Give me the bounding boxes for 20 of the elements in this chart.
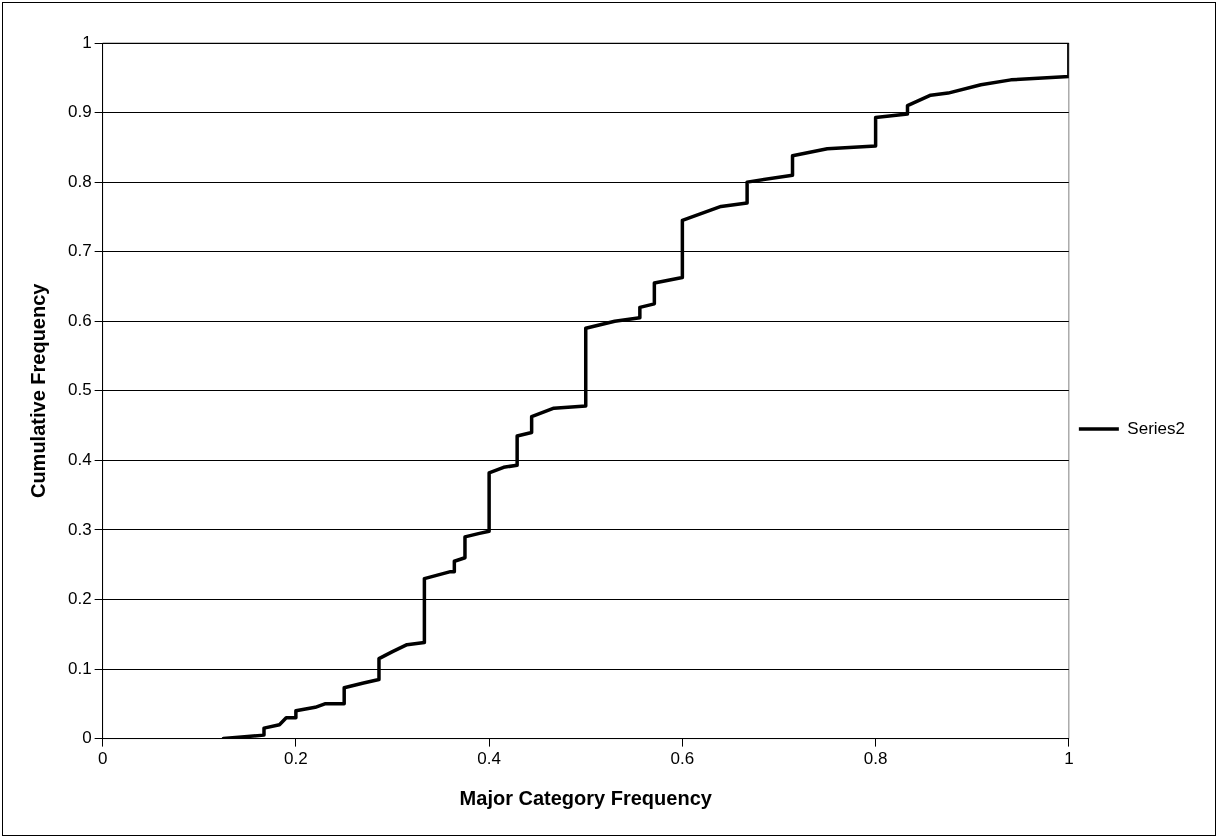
x-tick-label: 1 [1064,749,1074,769]
y-tick-label: 1 [82,32,92,52]
x-tick-label: 0.4 [477,749,501,769]
y-axis-title: Cumulative Frequency [26,282,49,499]
y-tick-label: 0.2 [67,589,92,609]
y-tick-label: 0.3 [67,519,92,539]
x-tick-label: 0.8 [863,749,888,769]
x-tick-label: 0 [97,749,108,769]
legend-label: Series2 [1127,418,1185,438]
y-tick-label: 0.7 [67,241,92,261]
x-tick-label: 0.2 [284,749,308,769]
y-tick-label: 0.1 [67,658,92,678]
y-tick-label: 0.6 [67,310,92,330]
x-axis-title: Major Category Frequency [459,786,713,809]
y-tick-label: 0.8 [67,171,92,191]
y-tick-label: 0 [82,728,92,748]
x-tick-label: 0.6 [670,749,695,769]
y-tick-label: 0.4 [67,450,92,470]
y-tick-label: 0.9 [67,102,92,122]
y-tick-label: 0.5 [67,380,92,400]
